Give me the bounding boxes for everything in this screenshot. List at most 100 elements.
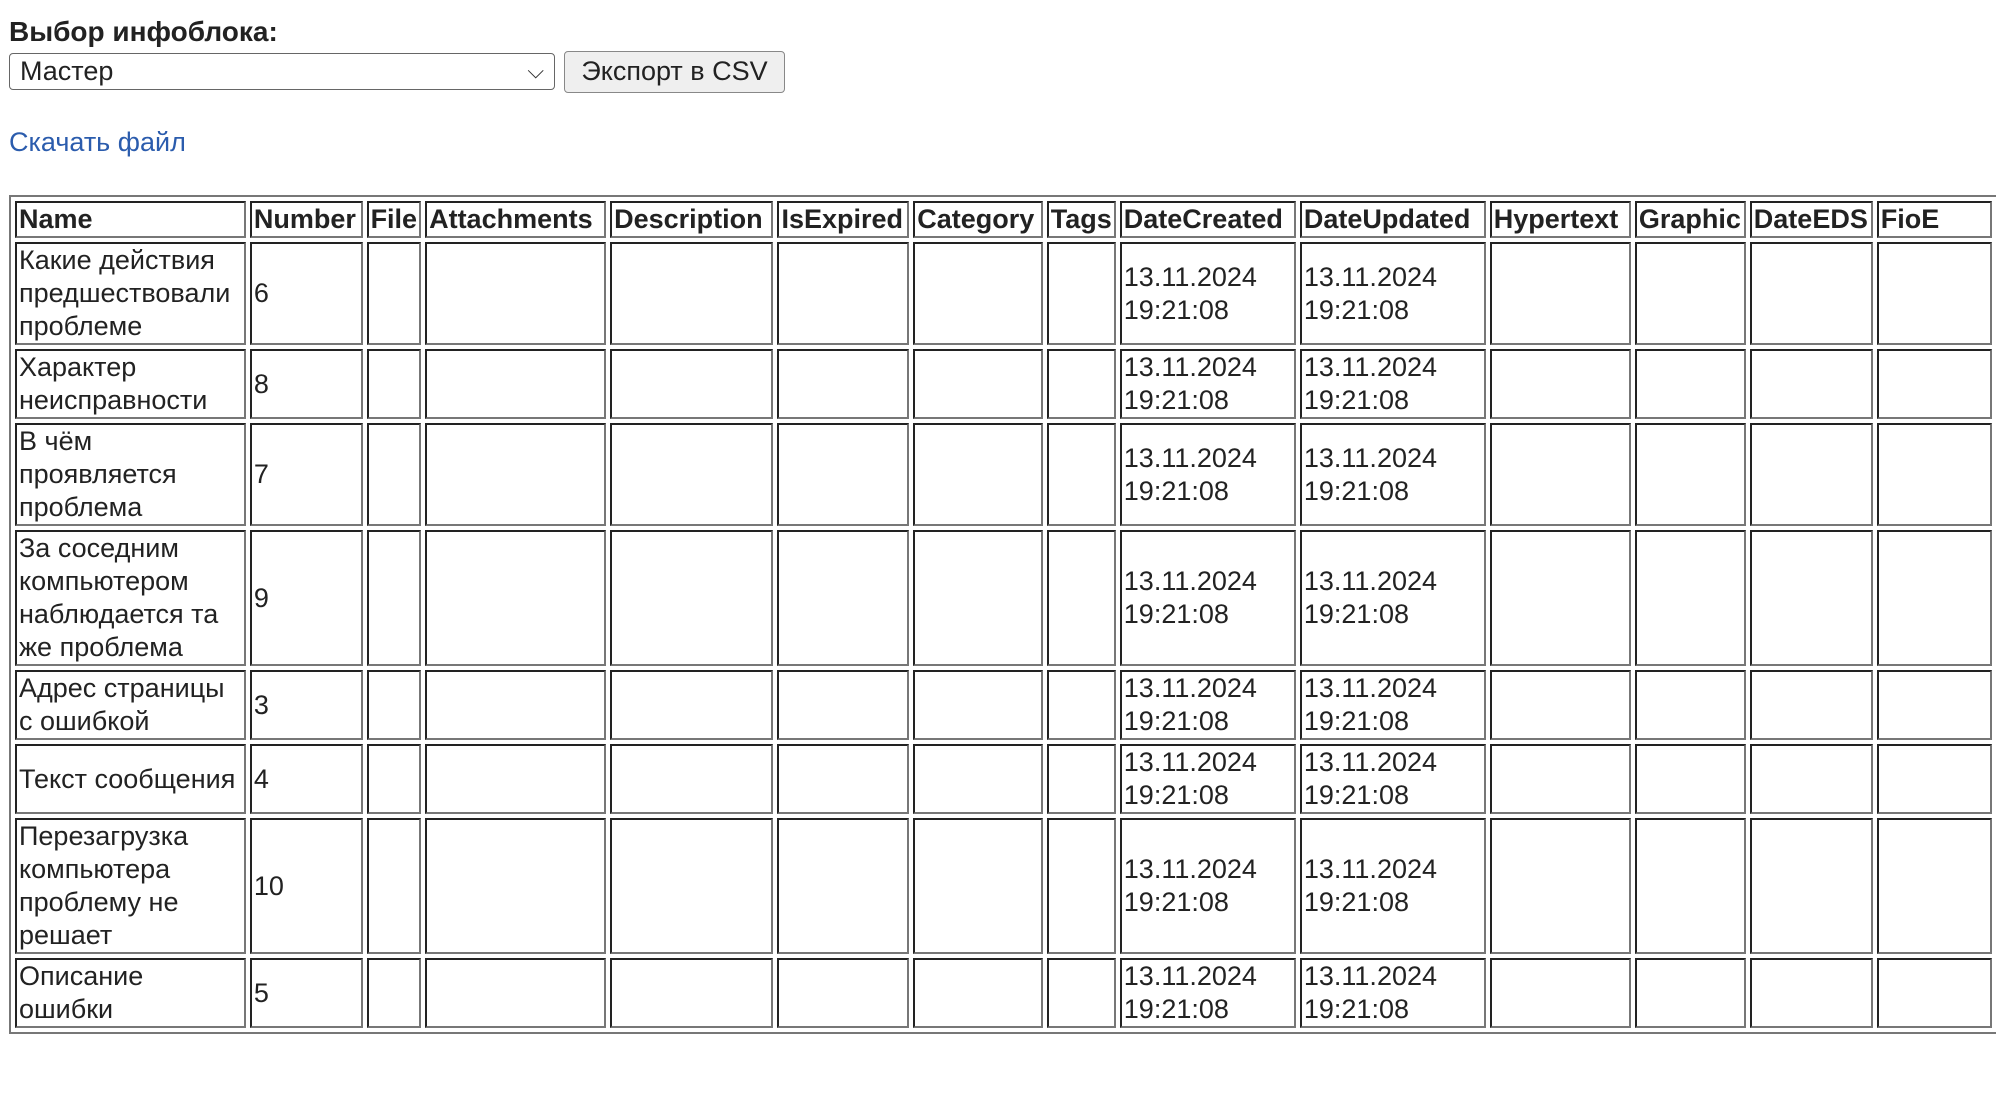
cell-fioe (1876, 242, 1992, 345)
cell-file (366, 349, 422, 419)
table-row: В чём проявляется проблема 7 13.11.2024 19… (15, 423, 1992, 526)
cell-tags (1046, 242, 1116, 345)
cell-dateeds (1749, 744, 1873, 814)
cell-attachments (425, 744, 607, 814)
column-header-hypertext: Hypertext (1489, 201, 1631, 238)
cell-dateupdated: 13.11.2024 19:21:08 (1299, 530, 1486, 666)
column-header-number: Number (249, 201, 363, 238)
cell-category (913, 958, 1043, 1028)
cell-hypertext (1489, 818, 1631, 954)
cell-name: За соседним компьютером наблюдается та ж… (15, 530, 246, 666)
cell-category (913, 423, 1043, 526)
cell-name: Какие действия предшествовали проблеме (15, 242, 246, 345)
cell-dateupdated: 13.11.2024 19:21:08 (1299, 349, 1486, 419)
cell-dateupdated: 13.11.2024 19:21:08 (1299, 670, 1486, 740)
cell-datecreated: 13.11.2024 19:21:08 (1119, 744, 1296, 814)
cell-isexpired (777, 423, 910, 526)
cell-category (913, 670, 1043, 740)
cell-fioe (1876, 958, 1992, 1028)
column-header-attachments: Attachments (425, 201, 607, 238)
cell-file (366, 818, 422, 954)
column-header-graphic: Graphic (1634, 201, 1746, 238)
column-header-file: File (366, 201, 422, 238)
cell-fioe (1876, 349, 1992, 419)
cell-attachments (425, 530, 607, 666)
data-table: Name Number File Attachments Description IsEx… (9, 195, 1996, 1034)
cell-description (610, 744, 774, 814)
cell-hypertext (1489, 670, 1631, 740)
cell-description (610, 818, 774, 954)
cell-tags (1046, 670, 1116, 740)
cell-number: 5 (249, 958, 363, 1028)
infoblock-select[interactable]: Мастер ⌵ (9, 53, 555, 90)
cell-dateupdated: 13.11.2024 19:21:08 (1299, 423, 1486, 526)
cell-dateupdated: 13.11.2024 19:21:08 (1299, 818, 1486, 954)
cell-hypertext (1489, 744, 1631, 814)
cell-number: 8 (249, 349, 363, 419)
table-row: Текст сообщения 4 13.11.2024 19:21:08 13.11… (15, 744, 1992, 814)
download-file-link[interactable]: Скачать файл (9, 127, 186, 157)
cell-attachments (425, 423, 607, 526)
cell-dateeds (1749, 670, 1873, 740)
cell-dateeds (1749, 423, 1873, 526)
cell-tags (1046, 423, 1116, 526)
cell-dateeds (1749, 958, 1873, 1028)
cell-file (366, 958, 422, 1028)
table-row: Перезагрузка компьютера проблему не реша… (15, 818, 1992, 954)
cell-name: Адрес страницы с ошибкой (15, 670, 246, 740)
table-row: Какие действия предшествовали проблеме 6 1… (15, 242, 1992, 345)
cell-fioe (1876, 670, 1992, 740)
cell-dateupdated: 13.11.2024 19:21:08 (1299, 958, 1486, 1028)
cell-isexpired (777, 744, 910, 814)
cell-name: Характер неисправности (15, 349, 246, 419)
cell-fioe (1876, 530, 1992, 666)
cell-file (366, 744, 422, 814)
cell-tags (1046, 349, 1116, 419)
cell-datecreated: 13.11.2024 19:21:08 (1119, 349, 1296, 419)
cell-description (610, 530, 774, 666)
column-header-dateupdated: DateUpdated (1299, 201, 1486, 238)
cell-graphic (1634, 670, 1746, 740)
cell-dateupdated: 13.11.2024 19:21:08 (1299, 242, 1486, 345)
cell-hypertext (1489, 958, 1631, 1028)
cell-isexpired (777, 349, 910, 419)
cell-tags (1046, 530, 1116, 666)
column-header-isexpired: IsExpired (777, 201, 910, 238)
cell-description (610, 423, 774, 526)
cell-number: 6 (249, 242, 363, 345)
cell-name: В чём проявляется проблема (15, 423, 246, 526)
cell-attachments (425, 349, 607, 419)
cell-description (610, 242, 774, 345)
cell-graphic (1634, 818, 1746, 954)
cell-isexpired (777, 530, 910, 666)
cell-number: 10 (249, 818, 363, 954)
column-header-dateeds: DateEDS (1749, 201, 1873, 238)
cell-dateeds (1749, 530, 1873, 666)
column-header-category: Category (913, 201, 1043, 238)
table-row: Описание ошибки 5 13.11.2024 19:21:08 13.11… (15, 958, 1992, 1028)
cell-tags (1046, 958, 1116, 1028)
cell-fioe (1876, 818, 1992, 954)
cell-number: 4 (249, 744, 363, 814)
cell-description (610, 349, 774, 419)
column-header-datecreated: DateCreated (1119, 201, 1296, 238)
cell-hypertext (1489, 530, 1631, 666)
cell-file (366, 530, 422, 666)
cell-datecreated: 13.11.2024 19:21:08 (1119, 818, 1296, 954)
cell-hypertext (1489, 423, 1631, 526)
header-row: Name Number File Attachments Description IsEx… (15, 201, 1992, 238)
cell-category (913, 744, 1043, 814)
cell-number: 3 (249, 670, 363, 740)
cell-fioe (1876, 423, 1992, 526)
cell-hypertext (1489, 242, 1631, 345)
chevron-down-icon: ⌵ (527, 58, 544, 83)
cell-tags (1046, 818, 1116, 954)
cell-isexpired (777, 958, 910, 1028)
cell-dateeds (1749, 818, 1873, 954)
export-csv-button[interactable]: Экспорт в CSV (564, 51, 785, 93)
column-header-name: Name (15, 201, 246, 238)
cell-attachments (425, 242, 607, 345)
cell-file (366, 242, 422, 345)
cell-datecreated: 13.11.2024 19:21:08 (1119, 530, 1296, 666)
cell-datecreated: 13.11.2024 19:21:08 (1119, 423, 1296, 526)
